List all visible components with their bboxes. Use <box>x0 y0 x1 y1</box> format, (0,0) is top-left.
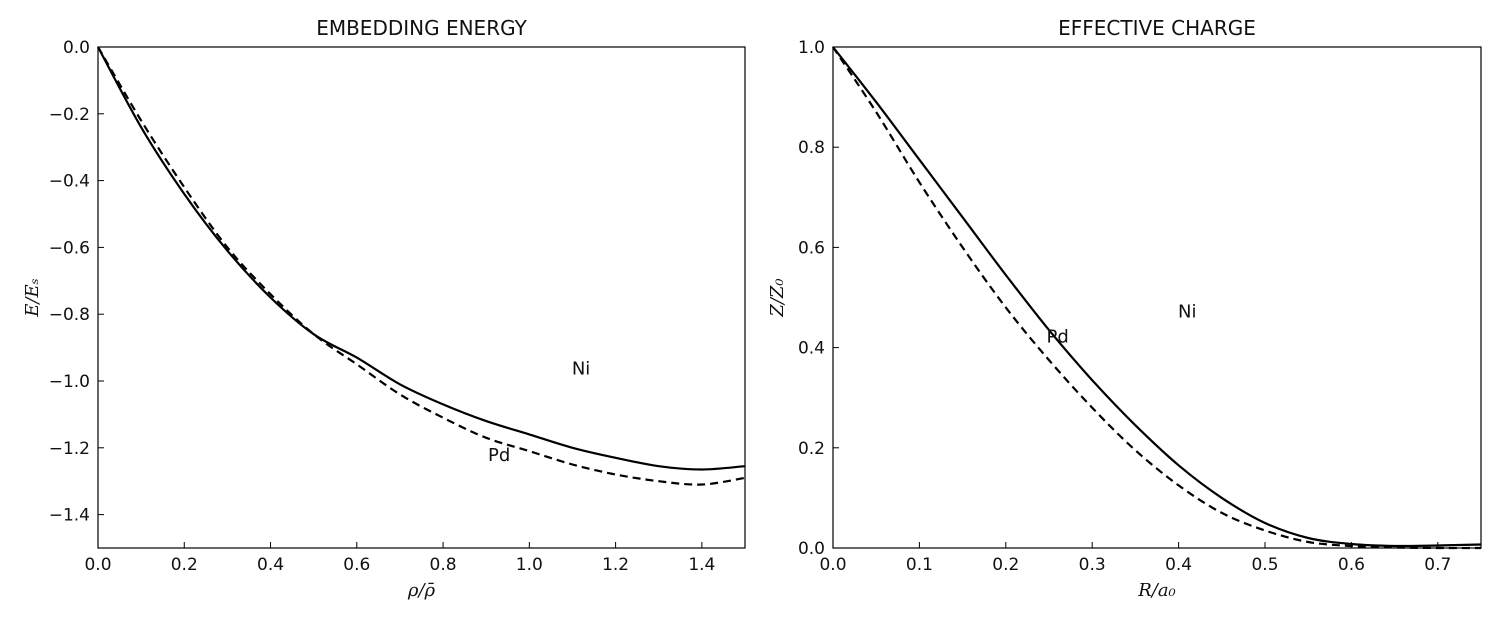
plot-frame <box>97 46 746 549</box>
annotation-pd: Pd <box>488 445 510 466</box>
y-tick-label: −0.4 <box>49 172 90 192</box>
y-tick-label: −1.4 <box>49 506 90 526</box>
x-tick-label: 0.3 <box>1079 555 1106 575</box>
x-tick-label: 0.2 <box>992 555 1019 575</box>
annotation-pd: Pd <box>1046 327 1068 348</box>
x-tick-label: 0.6 <box>343 555 370 575</box>
y-tick-label: −1.2 <box>49 439 90 459</box>
y-tick-label: 1.0 <box>798 38 825 58</box>
y-axis-label: E/Eₛ <box>22 278 43 317</box>
x-tick-label: 0.4 <box>257 555 284 575</box>
x-tick-label: 0.1 <box>906 555 933 575</box>
series-line-ni <box>97 46 746 471</box>
series-line-pd <box>832 46 1482 550</box>
x-tick-label: 1.0 <box>516 555 543 575</box>
x-tick-label: 1.4 <box>688 555 715 575</box>
annotation-ni: Ni <box>572 358 590 379</box>
x-axis-label: R/a₀ <box>1137 580 1176 601</box>
x-tick-label: 1.2 <box>602 555 629 575</box>
x-tick-label: 0.2 <box>171 555 198 575</box>
x-axis-label: ρ/ρ̄ <box>407 580 436 601</box>
plot-frame <box>832 46 1482 549</box>
x-tick-label: 0.0 <box>84 555 111 575</box>
y-tick-label: −1.0 <box>49 372 90 392</box>
chart-title: EFFECTIVE CHARGE <box>1058 16 1256 40</box>
y-tick-label: −0.8 <box>49 305 90 325</box>
y-tick-label: 0.4 <box>798 339 825 359</box>
chart-title: EMBEDDING ENERGY <box>316 16 527 40</box>
y-tick-label: −0.2 <box>49 105 90 125</box>
series-line-ni <box>832 46 1482 548</box>
y-tick-label: 0.0 <box>798 539 825 559</box>
y-tick-label: 0.0 <box>63 38 90 58</box>
y-tick-label: −0.6 <box>49 238 90 258</box>
y-tick-label: 0.8 <box>798 138 825 158</box>
chart-panel-2: EFFECTIVE CHARGE 0.0 0.1 0.2 0.3 0.4 0.5 0.6 0.7… <box>767 16 1482 601</box>
x-tick-label: 0.7 <box>1424 555 1451 575</box>
annotation-ni: Ni <box>1178 302 1196 323</box>
x-tick-label: 0.5 <box>1251 555 1278 575</box>
chart-panel-1: EMBEDDING ENERGY 0.0 0.2 0.4 0.6 0.8 1.0 1.2 1.4… <box>22 16 746 601</box>
x-tick-label: 0.8 <box>430 555 457 575</box>
y-tick-label: 0.2 <box>798 439 825 459</box>
y-tick-label: 0.6 <box>798 238 825 258</box>
x-tick-label: 0.0 <box>819 555 846 575</box>
y-axis-label: Z/Z₀ <box>767 278 788 317</box>
x-tick-label: 0.6 <box>1338 555 1365 575</box>
x-tick-label: 0.4 <box>1165 555 1192 575</box>
series-line-pd <box>97 46 746 486</box>
